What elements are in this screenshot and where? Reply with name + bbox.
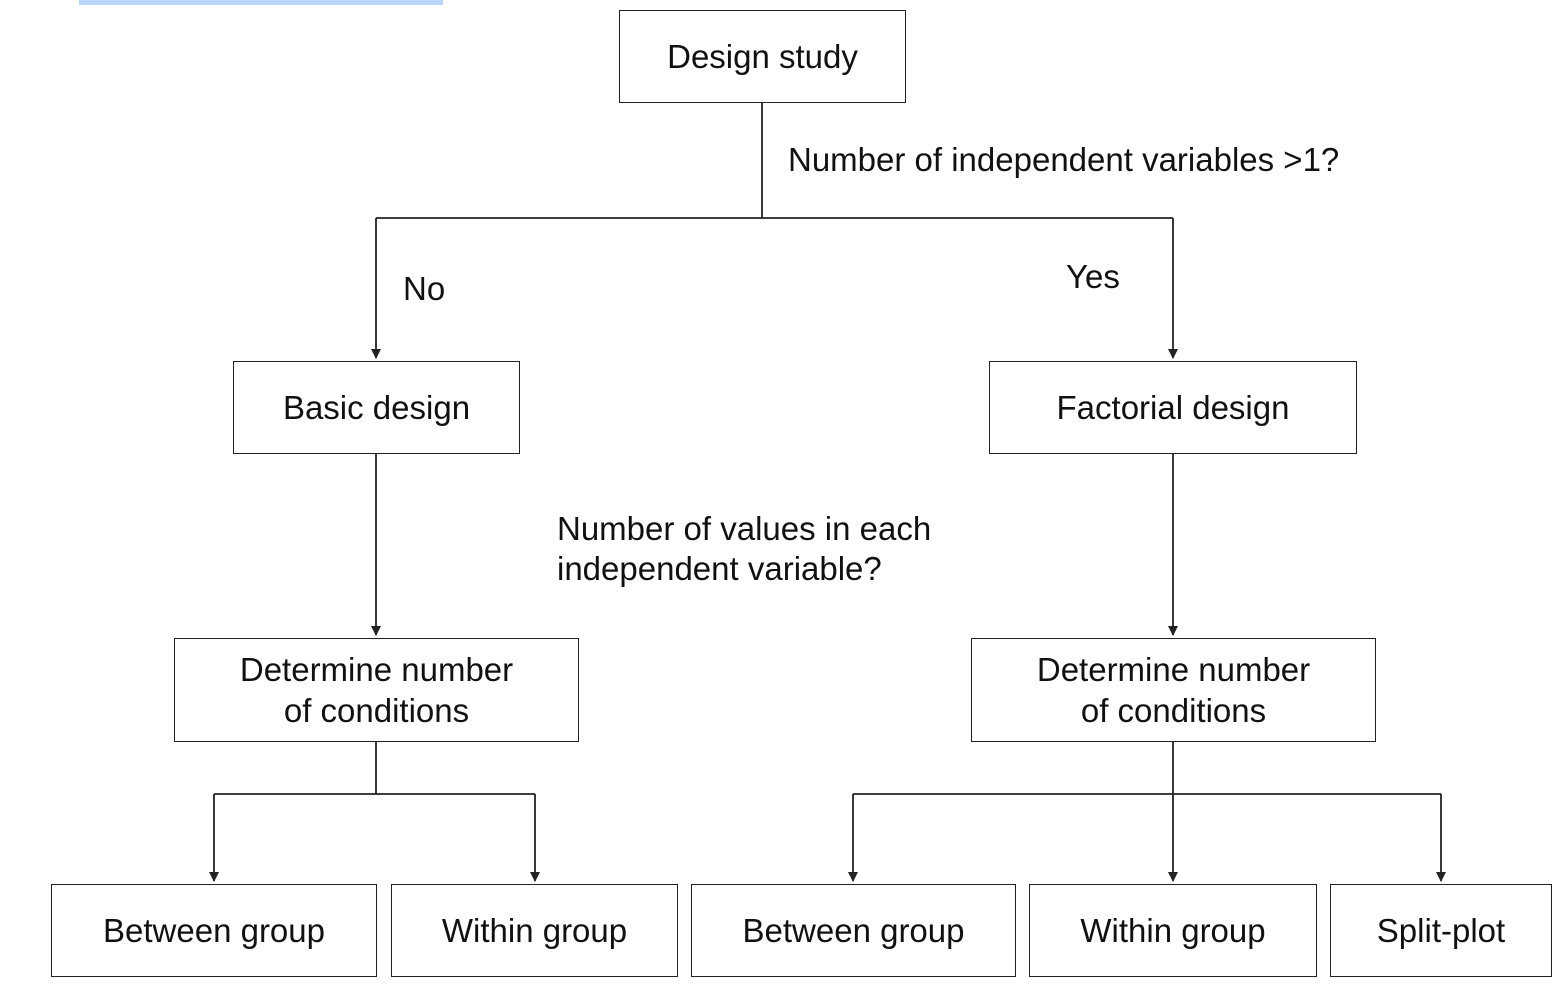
label-question-number-of-values: Number of values in each independent var… (557, 510, 932, 587)
node-basic-within-group: Within group (391, 884, 678, 977)
node-factorial-design: Factorial design (989, 361, 1357, 454)
node-factorial-between-group: Between group (691, 884, 1016, 977)
label-question-independent-variables: Number of independent variables >1? (788, 141, 1340, 178)
selection-highlight (79, 0, 443, 5)
node-design-study: Design study (619, 10, 906, 103)
node-split-plot: Split-plot (1330, 884, 1552, 977)
node-factorial-determine-conditions: Determine number of conditions (971, 638, 1376, 742)
node-basic-determine-conditions: Determine number of conditions (174, 638, 579, 742)
node-factorial-within-group: Within group (1029, 884, 1317, 977)
label-yes: Yes (1066, 258, 1120, 295)
node-basic-between-group: Between group (51, 884, 377, 977)
node-basic-design: Basic design (233, 361, 520, 454)
label-no: No (403, 270, 446, 307)
